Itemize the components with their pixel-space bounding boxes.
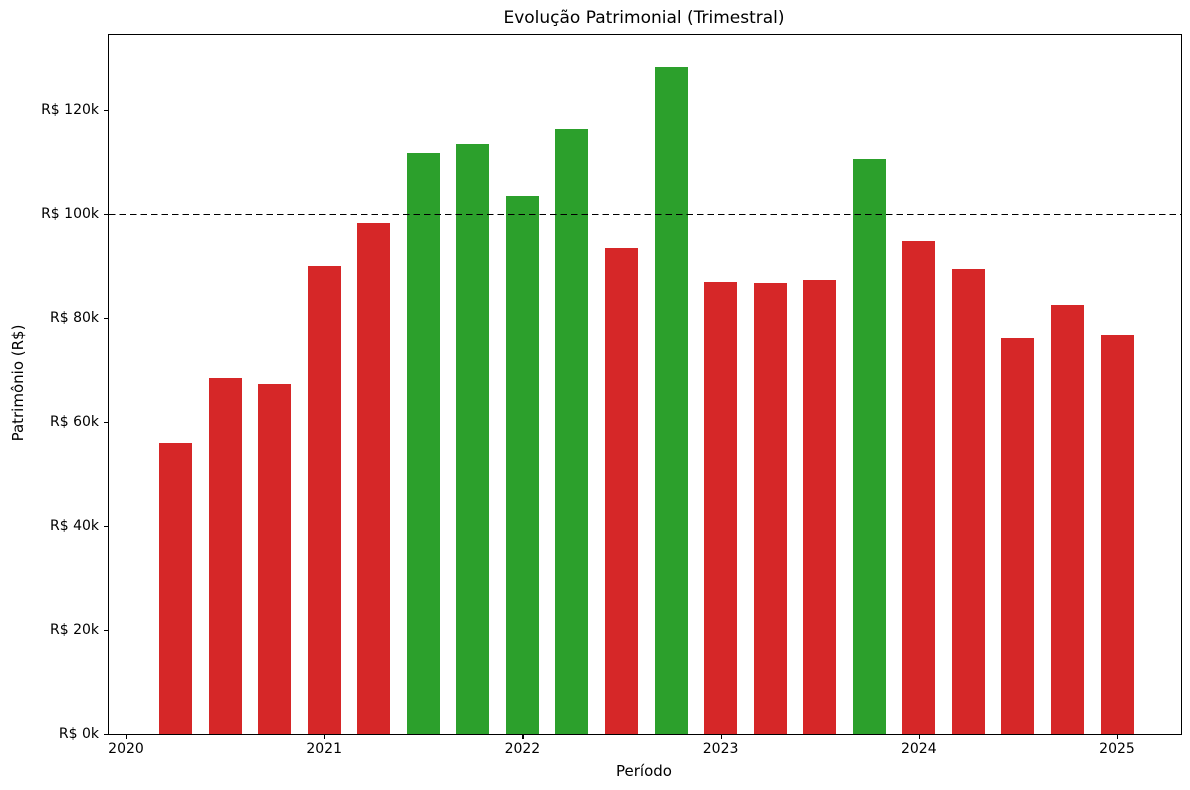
x-tick-mark <box>720 734 722 739</box>
y-tick-mark <box>104 421 109 424</box>
x-tick-mark <box>918 734 920 739</box>
x-tick-label: 2024 <box>900 741 937 757</box>
x-tick-mark <box>126 734 128 739</box>
bar-2023-Q2 <box>753 283 787 734</box>
y-tick-label: R$ 120k <box>41 101 99 118</box>
bar-2022-Q1 <box>505 196 539 734</box>
bar-2021-Q2 <box>357 222 391 734</box>
y-tick-label: R$ 60k <box>49 413 99 430</box>
bar-2024-Q3 <box>1001 337 1035 734</box>
y-tick-mark <box>104 630 109 632</box>
x-tick-label: 2022 <box>504 741 541 757</box>
x-tick-label: 2021 <box>306 741 343 757</box>
bar-2021-Q3 <box>406 153 440 734</box>
bar-2024-Q4 <box>1050 305 1084 734</box>
y-tick-label: R$ 80k <box>49 309 99 326</box>
bar-2020-Q4 <box>258 384 292 734</box>
y-tick-label: R$ 100k <box>41 205 99 222</box>
bar-2022-Q2 <box>555 129 589 734</box>
bar-2025-Q1 <box>1100 334 1134 734</box>
bar-2022-Q3 <box>605 247 638 734</box>
reference-line-100k <box>109 213 1181 216</box>
bar-2023-Q1 <box>704 281 738 734</box>
x-axis-label: Período <box>616 762 672 780</box>
x-tick-label: 2025 <box>1099 741 1135 757</box>
x-tick-mark <box>324 734 326 739</box>
bar-2023-Q4 <box>852 158 886 734</box>
y-tick-label: R$ 0k <box>58 726 99 742</box>
bar-2020-Q3 <box>208 378 242 734</box>
x-tick-label: 2023 <box>702 741 739 757</box>
y-tick-mark <box>104 213 109 216</box>
y-tick-mark <box>104 526 109 528</box>
y-axis-label: Patrimônio (R$) <box>9 324 27 442</box>
y-tick-label: R$ 20k <box>49 622 99 638</box>
bar-2020-Q2 <box>159 443 193 734</box>
bar-2021-Q1 <box>307 265 341 734</box>
x-tick-mark <box>522 734 524 739</box>
plot-area: R$ 0k R$ 20k R$ 40k R$ 60k R$ 80k R$ 100k R$ 1… <box>41 34 1182 757</box>
y-tick-mark <box>104 734 109 736</box>
bar-2023-Q3 <box>803 280 837 734</box>
x-tick-mark <box>1117 734 1119 739</box>
chart-title: Evolução Patrimonial (Trimestral) <box>503 8 785 28</box>
y-tick-label: R$ 40k <box>49 518 99 534</box>
y-tick-mark <box>104 109 109 112</box>
bar-2021-Q4 <box>456 143 490 734</box>
bar-2024-Q2 <box>951 268 985 734</box>
bar-2024-Q1 <box>902 241 936 734</box>
y-tick-mark <box>104 317 109 320</box>
bar-2022-Q4 <box>654 66 688 734</box>
x-tick-label: 2020 <box>108 741 144 757</box>
